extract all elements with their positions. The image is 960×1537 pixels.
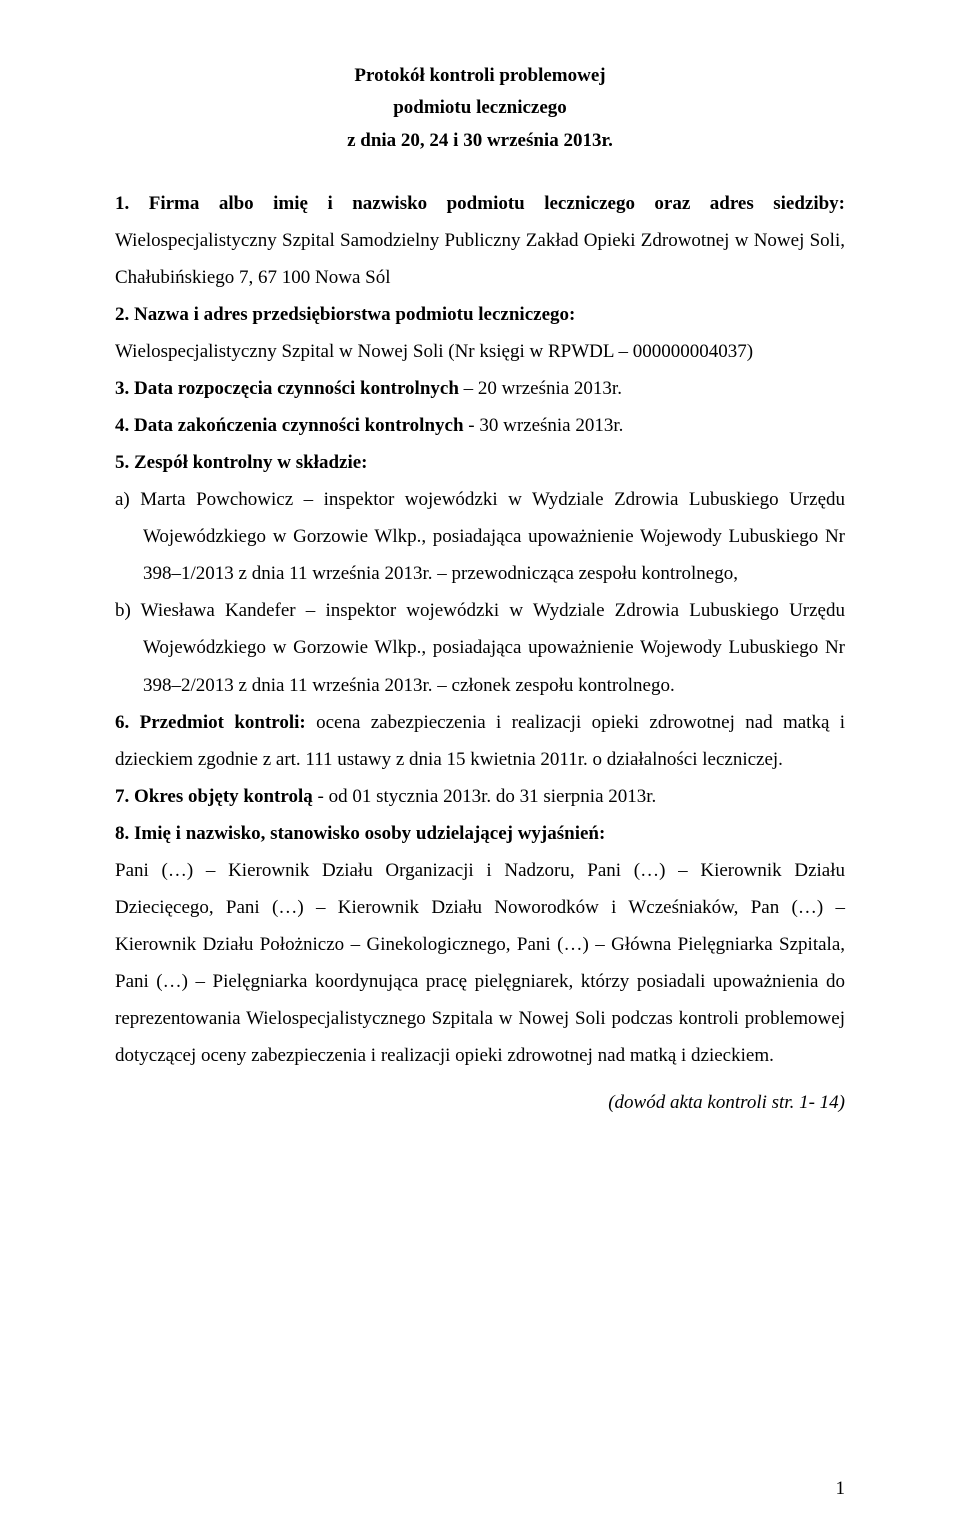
section-4: 4. Data zakończenia czynności kontrolnyc… bbox=[115, 407, 845, 444]
section-1-label: 1. Firma albo imię i nazwisko podmiotu l… bbox=[115, 193, 845, 214]
section-7-rest: - od 01 stycznia 2013r. do 31 sierpnia 2… bbox=[313, 786, 657, 807]
section-1: 1. Firma albo imię i nazwisko podmiotu l… bbox=[115, 185, 845, 296]
section-2-label: 2. Nazwa i adres przedsiębiorstwa podmio… bbox=[115, 304, 575, 325]
section-5-item-b: b) Wiesława Kandefer – inspektor wojewód… bbox=[115, 592, 845, 703]
title-block: Protokół kontroli problemowej podmiotu l… bbox=[115, 60, 845, 157]
document-page: Protokół kontroli problemowej podmiotu l… bbox=[0, 0, 960, 1537]
section-8-body: Pani (…) – Kierownik Działu Organizacji … bbox=[115, 852, 845, 1074]
evidence-note: (dowód akta kontroli str. 1- 14) bbox=[115, 1084, 845, 1121]
page-number: 1 bbox=[836, 1470, 846, 1507]
section-3: 3. Data rozpoczęcia czynności kontrolnyc… bbox=[115, 370, 845, 407]
section-1-body: Wielospecjalistyczny Szpital Samodzielny… bbox=[115, 230, 845, 288]
section-4-rest: - 30 września 2013r. bbox=[464, 415, 624, 436]
section-5-item-a: a) Marta Powchowicz – inspektor wojewódz… bbox=[115, 481, 845, 592]
section-3-rest: – 20 września 2013r. bbox=[459, 378, 622, 399]
section-4-label: 4. Data zakończenia czynności kontrolnyc… bbox=[115, 415, 464, 436]
section-2: 2. Nazwa i adres przedsiębiorstwa podmio… bbox=[115, 296, 845, 333]
title-line-1: Protokół kontroli problemowej bbox=[115, 60, 845, 92]
section-2-body: Wielospecjalistyczny Szpital w Nowej Sol… bbox=[115, 333, 845, 370]
title-line-2: podmiotu leczniczego bbox=[115, 92, 845, 124]
section-7: 7. Okres objęty kontrolą - od 01 styczni… bbox=[115, 778, 845, 815]
section-5-label: 5. Zespół kontrolny w składzie: bbox=[115, 444, 845, 481]
section-6-label: 6. Przedmiot kontroli: bbox=[115, 712, 306, 733]
section-3-label: 3. Data rozpoczęcia czynności kontrolnyc… bbox=[115, 378, 459, 399]
section-6: 6. Przedmiot kontroli: ocena zabezpiecze… bbox=[115, 704, 845, 778]
title-line-3: z dnia 20, 24 i 30 września 2013r. bbox=[115, 125, 845, 157]
section-8-label: 8. Imię i nazwisko, stanowisko osoby udz… bbox=[115, 815, 845, 852]
section-7-label: 7. Okres objęty kontrolą bbox=[115, 786, 313, 807]
